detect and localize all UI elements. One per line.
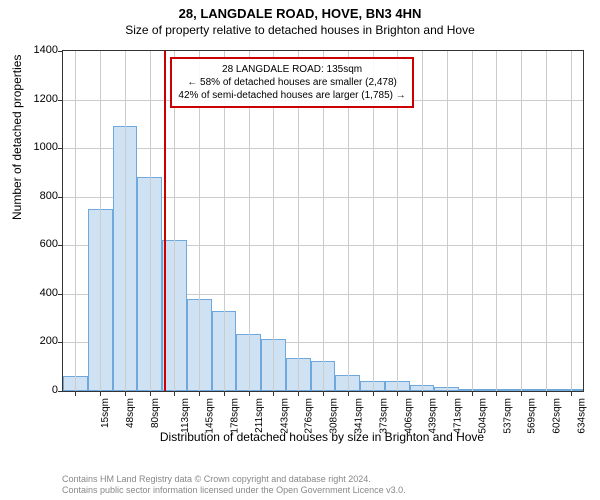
y-tick [58, 197, 63, 198]
y-tick-label: 800 [18, 190, 58, 202]
y-tick-label: 1000 [18, 141, 58, 153]
footer-text: Contains HM Land Registry data © Crown c… [62, 474, 406, 496]
marker-line [164, 51, 166, 391]
x-tick-label: 243sqm [279, 398, 290, 434]
x-tick-label: 504sqm [477, 398, 488, 434]
x-tick [125, 391, 126, 396]
y-tick-label: 1200 [18, 93, 58, 105]
y-tick-label: 1400 [18, 44, 58, 56]
x-tick-label: 178sqm [230, 398, 241, 434]
chart-subtitle: Size of property relative to detached ho… [0, 23, 600, 41]
x-tick-label: 439sqm [428, 398, 439, 434]
x-tick [174, 391, 175, 396]
x-tick-label: 211sqm [254, 398, 265, 433]
y-tick-label: 0 [18, 384, 58, 396]
grid-line-v [75, 51, 76, 391]
x-tick-label: 48sqm [125, 398, 136, 428]
y-tick [58, 342, 63, 343]
grid-line-v [546, 51, 547, 391]
annotation-line2: ← 58% of detached houses are smaller (2,… [178, 76, 405, 89]
y-tick [58, 391, 63, 392]
x-tick-label: 276sqm [304, 398, 315, 434]
x-tick-label: 634sqm [576, 398, 587, 434]
x-tick [348, 391, 349, 396]
footer-line1: Contains HM Land Registry data © Crown c… [62, 474, 406, 485]
x-tick [571, 391, 572, 396]
y-tick [58, 51, 63, 52]
x-tick-label: 80sqm [150, 398, 161, 428]
x-tick [150, 391, 151, 396]
x-tick [422, 391, 423, 396]
footer-line2: Contains public sector information licen… [62, 485, 406, 496]
y-tick [58, 245, 63, 246]
x-tick [521, 391, 522, 396]
x-tick [397, 391, 398, 396]
x-tick-label: 569sqm [527, 398, 538, 434]
x-tick [447, 391, 448, 396]
annotation-line1: 28 LANGDALE ROAD: 135sqm [178, 63, 405, 76]
y-tick [58, 294, 63, 295]
x-tick [224, 391, 225, 396]
x-tick [546, 391, 547, 396]
x-tick [249, 391, 250, 396]
plot-area: 28 LANGDALE ROAD: 135sqm← 58% of detache… [62, 50, 584, 392]
chart-container: 28, LANGDALE ROAD, HOVE, BN3 4HN Size of… [0, 0, 600, 500]
grid-line-v [422, 51, 423, 391]
x-tick [75, 391, 76, 396]
grid-line-v [521, 51, 522, 391]
x-tick-label: 602sqm [552, 398, 563, 434]
x-tick-label: 471sqm [453, 398, 464, 434]
x-tick-label: 341sqm [354, 398, 365, 434]
y-tick-label: 600 [18, 238, 58, 250]
x-tick-label: 113sqm [180, 398, 191, 433]
x-tick [199, 391, 200, 396]
x-tick [100, 391, 101, 396]
x-tick-label: 145sqm [205, 398, 216, 434]
grid-line-v [125, 51, 126, 391]
y-tick [58, 100, 63, 101]
chart-title: 28, LANGDALE ROAD, HOVE, BN3 4HN [0, 0, 600, 23]
y-tick-label: 400 [18, 287, 58, 299]
y-tick [58, 148, 63, 149]
x-tick-label: 308sqm [329, 398, 340, 434]
grid-line-v [571, 51, 572, 391]
x-tick [472, 391, 473, 396]
grid-line-v [100, 51, 101, 391]
x-tick-label: 537sqm [502, 398, 513, 434]
x-tick [298, 391, 299, 396]
grid-line-v [447, 51, 448, 391]
x-tick [273, 391, 274, 396]
x-tick-label: 15sqm [100, 398, 111, 428]
grid-line-v [472, 51, 473, 391]
x-tick [373, 391, 374, 396]
annotation-line3: 42% of semi-detached houses are larger (… [178, 89, 405, 102]
grid-line-v [496, 51, 497, 391]
x-tick-label: 406sqm [403, 398, 414, 434]
grid-line-v [150, 51, 151, 391]
x-tick-label: 373sqm [378, 398, 389, 434]
annotation-box: 28 LANGDALE ROAD: 135sqm← 58% of detache… [170, 57, 413, 108]
x-tick [496, 391, 497, 396]
y-tick-label: 200 [18, 335, 58, 347]
x-tick [323, 391, 324, 396]
